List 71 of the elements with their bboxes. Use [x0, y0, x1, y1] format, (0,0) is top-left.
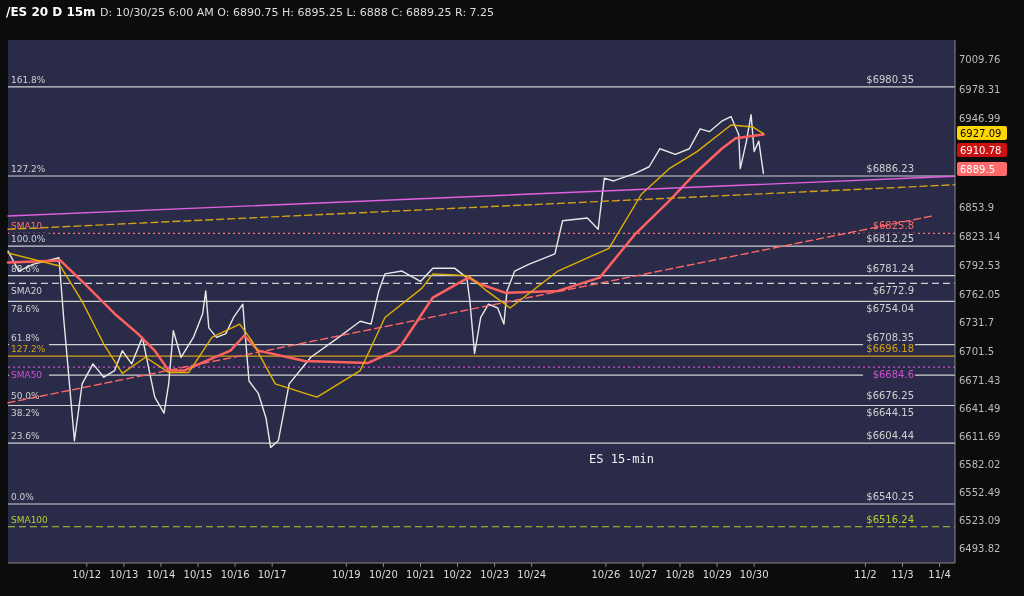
- ref-line-label: $6676.25: [866, 390, 914, 402]
- y-tick-label: 6611.69: [959, 431, 1001, 443]
- y-tick-label: 6701.5: [959, 346, 994, 358]
- ref-line-label: $6644.15: [866, 407, 914, 419]
- y-tick-label: 6946.99: [959, 113, 1001, 125]
- y-tick-label: 6853.9: [959, 201, 994, 213]
- annotation: 50.0%: [11, 391, 41, 402]
- x-tick-label: 10/30: [739, 569, 769, 580]
- ref-line-label: $6754.04: [866, 303, 914, 315]
- text: 6910.78: [960, 145, 1002, 156]
- y-tick-label: 6731.7: [959, 317, 994, 329]
- ref-line-label: $6516.24: [866, 513, 914, 525]
- ref-line-label: $6540.25: [866, 490, 914, 502]
- ref-line-label: $6980.35: [866, 73, 914, 85]
- ref-line-label: $6781.24: [866, 262, 914, 274]
- text: 6927.09: [960, 128, 1002, 139]
- x-tick-label: 11/2: [854, 569, 877, 580]
- x-tick-label: 10/27: [628, 569, 658, 580]
- x-tick-label: 10/23: [480, 569, 510, 580]
- ref-line-label: $6772.9: [872, 285, 914, 297]
- annotation: 78.6%: [11, 304, 41, 315]
- ref-line-label: $6604.44: [866, 430, 914, 442]
- x-tick-label: 10/29: [702, 569, 732, 580]
- x-tick-label: 10/19: [331, 569, 361, 580]
- x-tick-label: 10/21: [406, 569, 435, 580]
- annotation: SMA10: [11, 221, 43, 232]
- annotation: 127.2%: [11, 164, 46, 175]
- annotation: ES 15-min: [588, 452, 655, 466]
- annotation: SMA50: [11, 370, 43, 381]
- y-tick-label: 6523.09: [959, 515, 1001, 527]
- annotation: 161.8%: [11, 74, 46, 85]
- y-tick-label: 6978.31: [959, 83, 1001, 95]
- x-tick-label: 10/22: [443, 569, 472, 580]
- ref-line-label: $6684.6: [872, 369, 914, 381]
- x-tick-label: 10/28: [665, 569, 695, 580]
- annotation: SMA100: [11, 514, 49, 525]
- y-tick-label: 6823.14: [959, 230, 1001, 242]
- x-tick-label: 11/4: [928, 569, 951, 580]
- chart-title: /ES 20 D 15m: [6, 5, 96, 19]
- x-tick-label: 10/15: [183, 569, 213, 580]
- x-tick-label: 11/3: [891, 569, 914, 580]
- y-tick-label: 6641.49: [959, 403, 1001, 415]
- chart-subtitle: D: 10/30/25 6:00 AM O: 6890.75 H: 6895.25 L: 6888 C: 6889.25 R: 7.25: [100, 6, 495, 19]
- annotation: 38.2%: [11, 408, 41, 419]
- annotation: SMA20: [11, 286, 43, 297]
- annotation: 127.2%: [11, 344, 46, 355]
- annotation: 100.0%: [11, 234, 46, 245]
- y-tick-label: 6493.82: [959, 543, 1001, 554]
- x-tick-label: 10/14: [146, 569, 176, 580]
- x-tick-label: 10/17: [257, 569, 287, 580]
- ref-line-label: $6886.23: [866, 163, 914, 175]
- x-tick-label: 10/13: [109, 569, 139, 580]
- x-tick-label: 10/24: [517, 569, 547, 580]
- y-tick-label: 6582.02: [959, 459, 1001, 471]
- ref-line-label: $6708.35: [866, 331, 914, 343]
- x-tick-label: 10/26: [591, 569, 621, 580]
- y-tick-label: 7009.76: [959, 53, 1001, 65]
- y-tick-label: 6552.49: [959, 487, 1001, 499]
- ref-line-label: $6696.18: [866, 343, 914, 355]
- y-tick-label: 6671.43: [959, 374, 1001, 386]
- x-tick-label: 10/12: [72, 569, 102, 580]
- x-tick-label: 10/20: [368, 569, 398, 580]
- y-tick-label: 6792.53: [959, 259, 1001, 271]
- annotation: 61.8%: [11, 332, 41, 343]
- text: 6889.5: [960, 164, 995, 175]
- annotation: 23.6%: [11, 431, 41, 442]
- y-tick-label: 6762.05: [959, 288, 1001, 300]
- ref-line-label: $6825.8: [872, 220, 914, 232]
- x-tick-label: 10/16: [220, 569, 250, 580]
- annotation: 0.0%: [11, 491, 35, 502]
- ref-line-label: $6812.25: [866, 233, 914, 245]
